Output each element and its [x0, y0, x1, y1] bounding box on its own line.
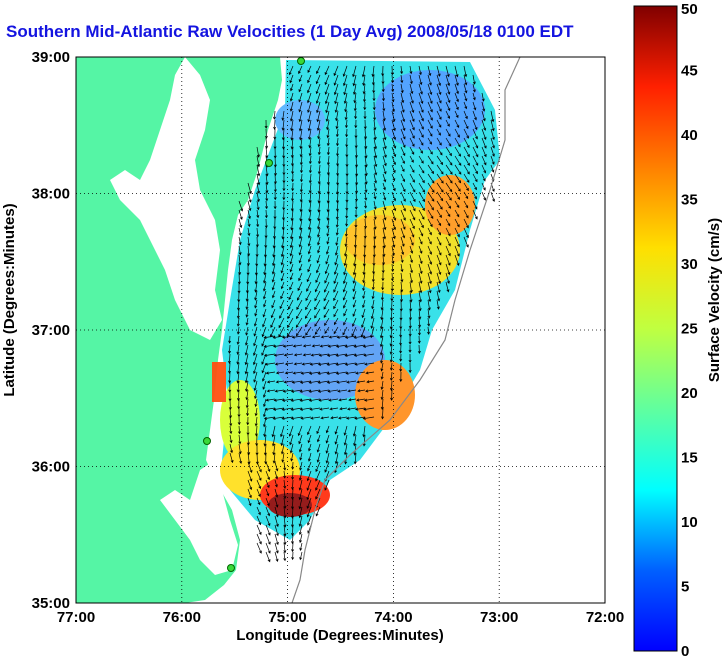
station-marker — [297, 57, 305, 65]
station-markers — [203, 57, 305, 572]
colorbar-tick-label: 20 — [681, 385, 698, 402]
colorbar-tick-label: 40 — [681, 127, 698, 144]
station-marker — [227, 564, 235, 572]
colorbar-tick-label: 35 — [681, 192, 698, 209]
y-tick-label: 36:00 — [32, 459, 70, 476]
colorbar — [633, 5, 678, 652]
plot-frame — [75, 56, 606, 604]
grid-lines — [76, 57, 605, 603]
shelf-contour — [291, 57, 521, 603]
y-tick-label: 35:00 — [32, 595, 70, 612]
colorbar-tick-label: 25 — [681, 321, 698, 338]
map-title: Southern Mid-Atlantic Raw Velocities (1 … — [6, 22, 574, 41]
x-tick-label: 72:00 — [586, 609, 624, 626]
sound-water — [160, 460, 238, 575]
colorbar-tick-label: 30 — [681, 256, 698, 273]
colorbar-tick-label: 15 — [681, 450, 698, 467]
x-tick-label: 73:00 — [480, 609, 518, 626]
colorbar-tick-label: 10 — [681, 514, 698, 531]
colorbar-tick-label: 5 — [681, 579, 689, 596]
colorbar-tick-label: 50 — [681, 1, 698, 18]
y-tick-label: 37:00 — [32, 322, 70, 339]
x-tick-label: 77:00 — [57, 609, 95, 626]
colorbar-tick-label: 0 — [681, 643, 689, 659]
colorbar-label: Surface Velocity (cm/s) — [706, 218, 723, 382]
y-axis-label: Latitude (Degrees:Minutes) — [1, 203, 18, 396]
station-marker — [265, 159, 273, 167]
velocity-vectors — [227, 65, 495, 563]
x-tick-label: 76:00 — [163, 609, 201, 626]
station-marker — [203, 437, 211, 445]
y-tick-label: 39:00 — [32, 49, 70, 66]
x-axis-ticks: 77:00 76:00 75:00 74:00 73:00 72:00 — [57, 609, 624, 626]
colorbar-tick-label: 45 — [681, 63, 698, 80]
y-axis-ticks: 39:00 38:00 37:00 36:00 35:00 — [32, 49, 70, 612]
bay-water — [110, 57, 222, 340]
y-tick-label: 38:00 — [32, 186, 70, 203]
x-axis-label: Longitude (Degrees:Minutes) — [236, 627, 444, 644]
x-tick-label: 74:00 — [374, 609, 412, 626]
x-tick-label: 75:00 — [268, 609, 306, 626]
